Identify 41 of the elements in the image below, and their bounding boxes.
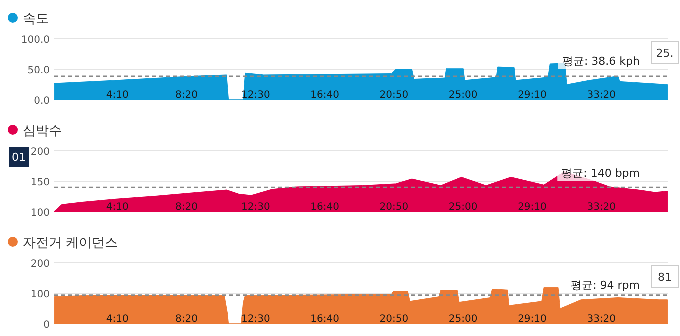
x-tick-label: 33:20 [587, 202, 616, 213]
x-tick-label: 8:20 [176, 202, 198, 213]
annotation: 25. [656, 47, 674, 60]
x-tick-label: 8:20 [176, 90, 198, 101]
y-tick-label: 200 [30, 147, 50, 158]
x-tick-label: 16:40 [310, 314, 340, 325]
y-tick-label: 0 [44, 320, 50, 331]
x-tick-label: 16:40 [310, 202, 340, 213]
x-tick-label: 25:00 [448, 90, 478, 101]
x-tick-label: 29:10 [518, 314, 547, 325]
x-tick-label: 20:50 [380, 314, 409, 325]
x-tick-label: 12:30 [241, 202, 270, 213]
y-tick-label: 100 [30, 208, 50, 219]
chart-title: 심박수 [23, 124, 62, 139]
annotation: 81 [658, 271, 672, 284]
x-tick-label: 4:10 [106, 90, 129, 101]
chart-title: 자전거 케이던스 [23, 236, 118, 251]
y-tick-label: 100.0 [21, 35, 50, 46]
y-tick-label: 50.0 [28, 66, 50, 76]
x-tick-label: 20:50 [380, 90, 409, 101]
x-tick-label: 4:10 [106, 314, 129, 325]
x-tick-label: 12:30 [241, 314, 270, 325]
x-tick-label: 16:40 [310, 90, 340, 101]
y-tick-label: 100 [30, 290, 50, 300]
y-tick-label: 150 [30, 178, 50, 188]
x-tick-label: 33:20 [587, 314, 616, 325]
ref-line-label: 평균: 140 bpm [562, 167, 640, 180]
ref-line-label: 평균: 38.6 kph [562, 55, 640, 68]
x-tick-label: 29:10 [518, 202, 547, 213]
x-tick-label: 33:20 [587, 90, 616, 101]
x-tick-label: 25:00 [448, 202, 478, 213]
x-tick-label: 20:50 [380, 202, 409, 213]
ref-line-label: 평균: 94 rpm [571, 279, 640, 292]
x-tick-label: 8:20 [176, 314, 198, 325]
x-tick-label: 4:10 [106, 202, 129, 213]
text: 01 [12, 151, 26, 164]
x-tick-label: 29:10 [518, 90, 547, 101]
chart-title: 속도 [23, 12, 49, 27]
y-tick-label: 0.0 [34, 96, 50, 107]
x-tick-label: 25:00 [448, 314, 478, 325]
y-tick-label: 200 [30, 259, 50, 270]
